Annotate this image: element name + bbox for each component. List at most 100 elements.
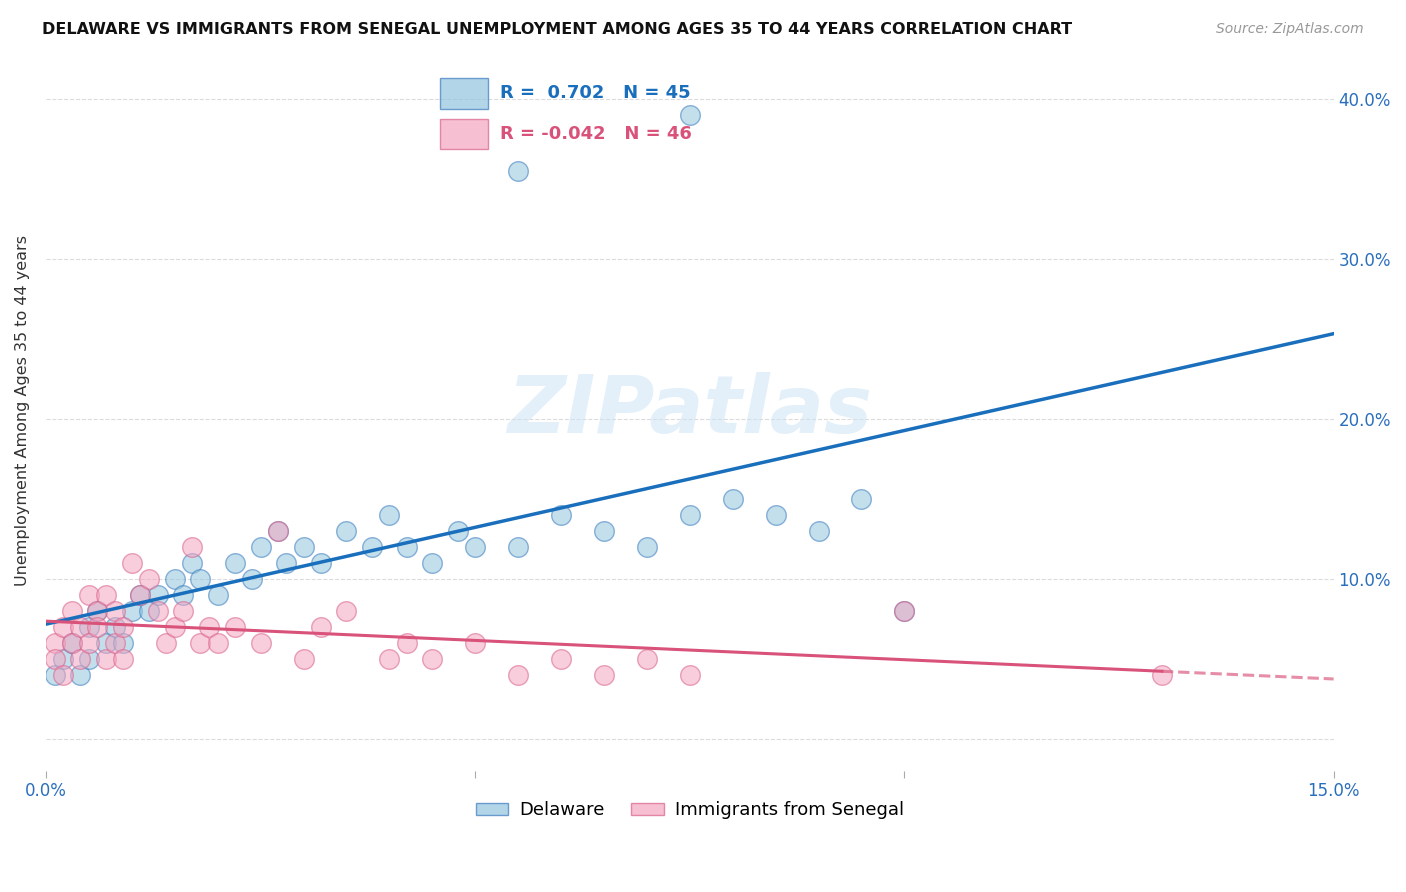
Text: Source: ZipAtlas.com: Source: ZipAtlas.com	[1216, 22, 1364, 37]
FancyBboxPatch shape	[440, 119, 488, 149]
Point	[420, 556, 443, 570]
Point	[765, 508, 787, 522]
Point	[893, 604, 915, 618]
Point	[112, 651, 135, 665]
Point	[77, 588, 100, 602]
Point	[52, 620, 75, 634]
Point	[807, 524, 830, 538]
Point	[721, 491, 744, 506]
Point	[464, 540, 486, 554]
Text: ZIPatlas: ZIPatlas	[508, 372, 872, 450]
Point	[86, 604, 108, 618]
Point	[679, 667, 702, 681]
Point	[44, 667, 66, 681]
Point	[593, 667, 616, 681]
Point	[508, 540, 530, 554]
Point	[172, 604, 194, 618]
Point	[44, 636, 66, 650]
Point	[138, 604, 160, 618]
Point	[69, 620, 91, 634]
Text: R = -0.042   N = 46: R = -0.042 N = 46	[499, 125, 692, 143]
Point	[129, 588, 152, 602]
Point	[249, 636, 271, 650]
Point	[1150, 667, 1173, 681]
Point	[77, 651, 100, 665]
Point	[104, 636, 127, 650]
Point	[893, 604, 915, 618]
Point	[550, 651, 572, 665]
Point	[335, 524, 357, 538]
Point	[77, 636, 100, 650]
Point	[94, 588, 117, 602]
Point	[52, 667, 75, 681]
Point	[86, 620, 108, 634]
Point	[249, 540, 271, 554]
Point	[163, 572, 186, 586]
Point	[636, 651, 658, 665]
Point	[224, 556, 246, 570]
Point	[292, 651, 315, 665]
Point	[52, 651, 75, 665]
Point	[77, 620, 100, 634]
Point	[44, 651, 66, 665]
Point	[207, 636, 229, 650]
Point	[190, 572, 212, 586]
Point	[395, 540, 418, 554]
Point	[121, 604, 143, 618]
Point	[679, 108, 702, 122]
Point	[163, 620, 186, 634]
Point	[172, 588, 194, 602]
Text: R =  0.702   N = 45: R = 0.702 N = 45	[499, 85, 690, 103]
Point	[508, 163, 530, 178]
Point	[267, 524, 290, 538]
Point	[129, 588, 152, 602]
Point	[267, 524, 290, 538]
Point	[94, 636, 117, 650]
Point	[276, 556, 298, 570]
Point	[60, 636, 83, 650]
Point	[464, 636, 486, 650]
Point	[138, 572, 160, 586]
Legend: Delaware, Immigrants from Senegal: Delaware, Immigrants from Senegal	[468, 794, 911, 827]
Point	[292, 540, 315, 554]
Point	[679, 508, 702, 522]
Point	[60, 636, 83, 650]
Point	[309, 620, 332, 634]
Point	[60, 604, 83, 618]
Point	[378, 508, 401, 522]
Point	[378, 651, 401, 665]
Point	[146, 588, 169, 602]
Y-axis label: Unemployment Among Ages 35 to 44 years: Unemployment Among Ages 35 to 44 years	[15, 235, 30, 586]
Point	[447, 524, 470, 538]
Point	[224, 620, 246, 634]
Point	[146, 604, 169, 618]
Point	[309, 556, 332, 570]
FancyBboxPatch shape	[440, 78, 488, 109]
Point	[198, 620, 221, 634]
Point	[420, 651, 443, 665]
Point	[593, 524, 616, 538]
Point	[240, 572, 263, 586]
Point	[395, 636, 418, 650]
Point	[69, 667, 91, 681]
Point	[508, 667, 530, 681]
Point	[121, 556, 143, 570]
Point	[550, 508, 572, 522]
Point	[94, 651, 117, 665]
Point	[86, 604, 108, 618]
Point	[155, 636, 177, 650]
Point	[104, 620, 127, 634]
Point	[335, 604, 357, 618]
Point	[361, 540, 384, 554]
Point	[112, 620, 135, 634]
Point	[180, 540, 202, 554]
Point	[636, 540, 658, 554]
Point	[112, 636, 135, 650]
Point	[851, 491, 873, 506]
Point	[104, 604, 127, 618]
Text: DELAWARE VS IMMIGRANTS FROM SENEGAL UNEMPLOYMENT AMONG AGES 35 TO 44 YEARS CORRE: DELAWARE VS IMMIGRANTS FROM SENEGAL UNEM…	[42, 22, 1073, 37]
Point	[207, 588, 229, 602]
Point	[190, 636, 212, 650]
Point	[180, 556, 202, 570]
Point	[69, 651, 91, 665]
